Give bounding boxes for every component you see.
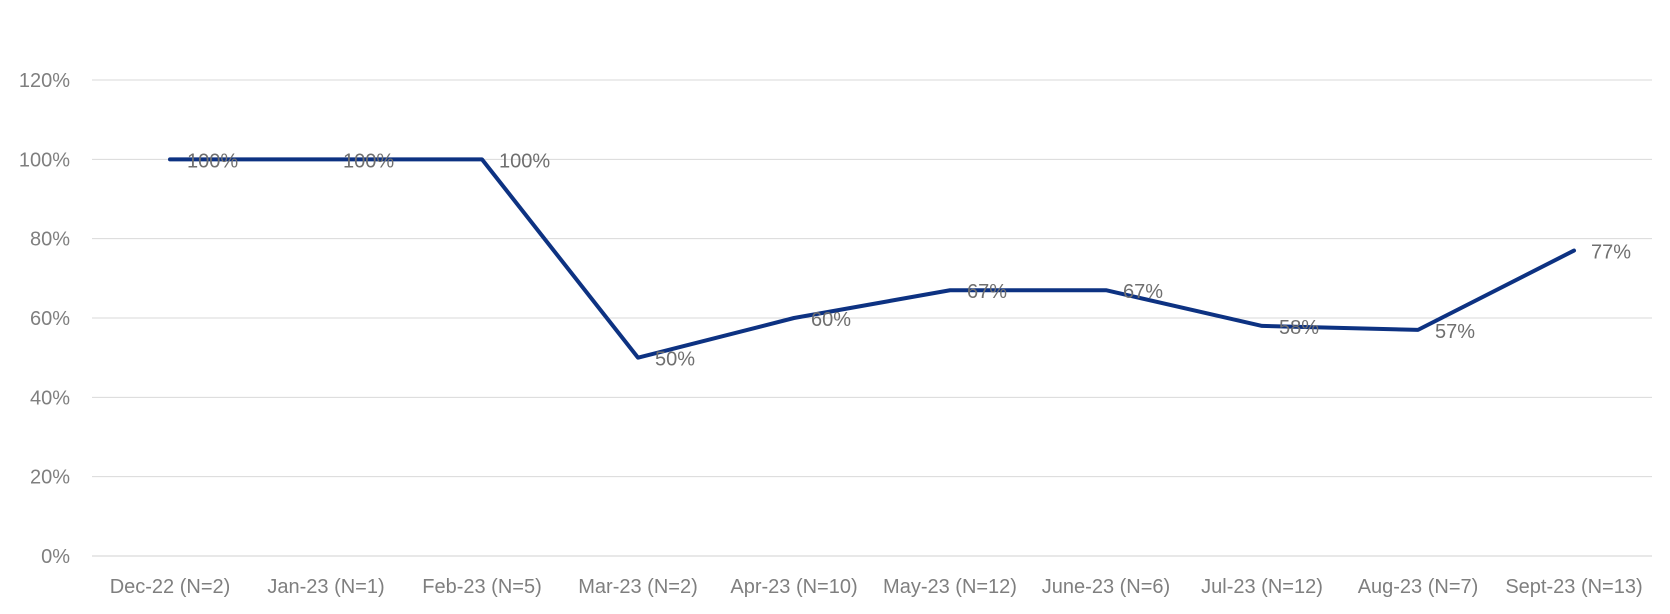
- y-tick-label: 100%: [19, 149, 70, 171]
- y-tick-label: 80%: [30, 229, 70, 251]
- data-label: 67%: [1123, 281, 1163, 303]
- data-labels: 100% 100% 100% 50% 60% 67% 67% 58% 57% 77%: [187, 150, 1631, 370]
- data-label: 50%: [655, 349, 695, 371]
- x-tick-label: Sept-23 (N=13): [1505, 576, 1642, 598]
- data-label: 58%: [1279, 317, 1319, 339]
- x-tick-label: Apr-23 (N=10): [730, 576, 857, 598]
- x-tick-label: Jul-23 (N=12): [1201, 576, 1323, 598]
- y-tick-label: 20%: [30, 467, 70, 489]
- y-tick-label: 60%: [30, 308, 70, 330]
- series-lines: [168, 157, 1576, 360]
- x-tick-label: Jan-23 (N=1): [267, 576, 384, 598]
- y-tick-label: 40%: [30, 387, 70, 409]
- x-tick-label: Feb-23 (N=5): [422, 576, 542, 598]
- y-axis-tick-labels: 0% 20% 40% 60% 80% 100% 120%: [19, 70, 70, 568]
- data-label: 100%: [187, 150, 238, 172]
- data-label: 60%: [811, 309, 851, 331]
- gridlines: [92, 79, 1652, 557]
- series-line: [168, 157, 1576, 360]
- x-tick-label: Aug-23 (N=7): [1358, 576, 1479, 598]
- data-label: 67%: [967, 281, 1007, 303]
- x-axis-tick-labels: Dec-22 (N=2) Jan-23 (N=1) Feb-23 (N=5) Mar-…: [110, 576, 1643, 598]
- y-tick-label: 0%: [41, 546, 70, 568]
- data-label: 77%: [1591, 242, 1631, 264]
- x-tick-label: Mar-23 (N=2): [578, 576, 697, 598]
- x-tick-label: Dec-22 (N=2): [110, 576, 231, 598]
- x-tick-label: May-23 (N=12): [883, 576, 1017, 598]
- data-label: 100%: [499, 150, 550, 172]
- x-tick-label: June-23 (N=6): [1042, 576, 1170, 598]
- y-tick-label: 120%: [19, 70, 70, 92]
- data-label: 100%: [343, 150, 394, 172]
- data-label: 57%: [1435, 321, 1475, 343]
